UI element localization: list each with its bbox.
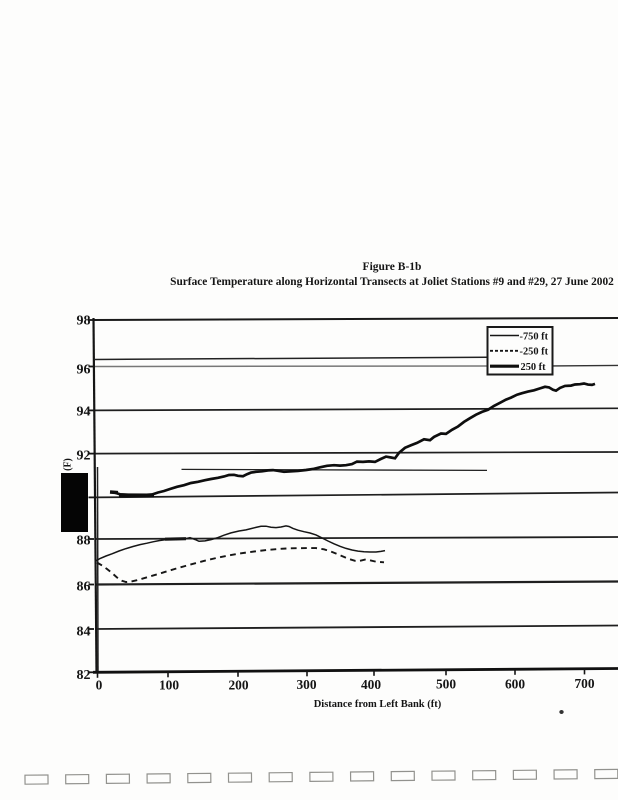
svg-text:250 ft: 250 ft (521, 362, 547, 373)
svg-text:Distance from Left Bank (ft): Distance from Left Bank (ft) (314, 699, 442, 710)
svg-text:Figure B-1b: Figure B-1b (363, 261, 422, 273)
svg-text:300: 300 (296, 677, 316, 692)
svg-text:200: 200 (228, 678, 248, 693)
svg-text:-250 ft: -250 ft (520, 347, 549, 358)
svg-text:400: 400 (361, 677, 381, 692)
svg-text:700: 700 (574, 676, 594, 691)
svg-text:(F): (F) (63, 458, 74, 471)
svg-text:86: 86 (77, 580, 91, 595)
svg-text:98: 98 (77, 314, 91, 329)
svg-text:-750 ft: -750 ft (520, 332, 549, 343)
svg-text:92: 92 (77, 449, 91, 464)
svg-text:82: 82 (77, 668, 91, 683)
svg-text:84: 84 (77, 624, 91, 639)
svg-text:96: 96 (77, 363, 91, 378)
svg-text:500: 500 (436, 677, 456, 692)
svg-text:600: 600 (505, 677, 525, 692)
svg-text:Surface Temperature along Hori: Surface Temperature along Horizontal Tra… (170, 276, 614, 288)
svg-text:94: 94 (77, 404, 91, 419)
svg-text:88: 88 (77, 534, 91, 549)
svg-text:0: 0 (96, 678, 103, 693)
svg-text:100: 100 (159, 678, 179, 693)
